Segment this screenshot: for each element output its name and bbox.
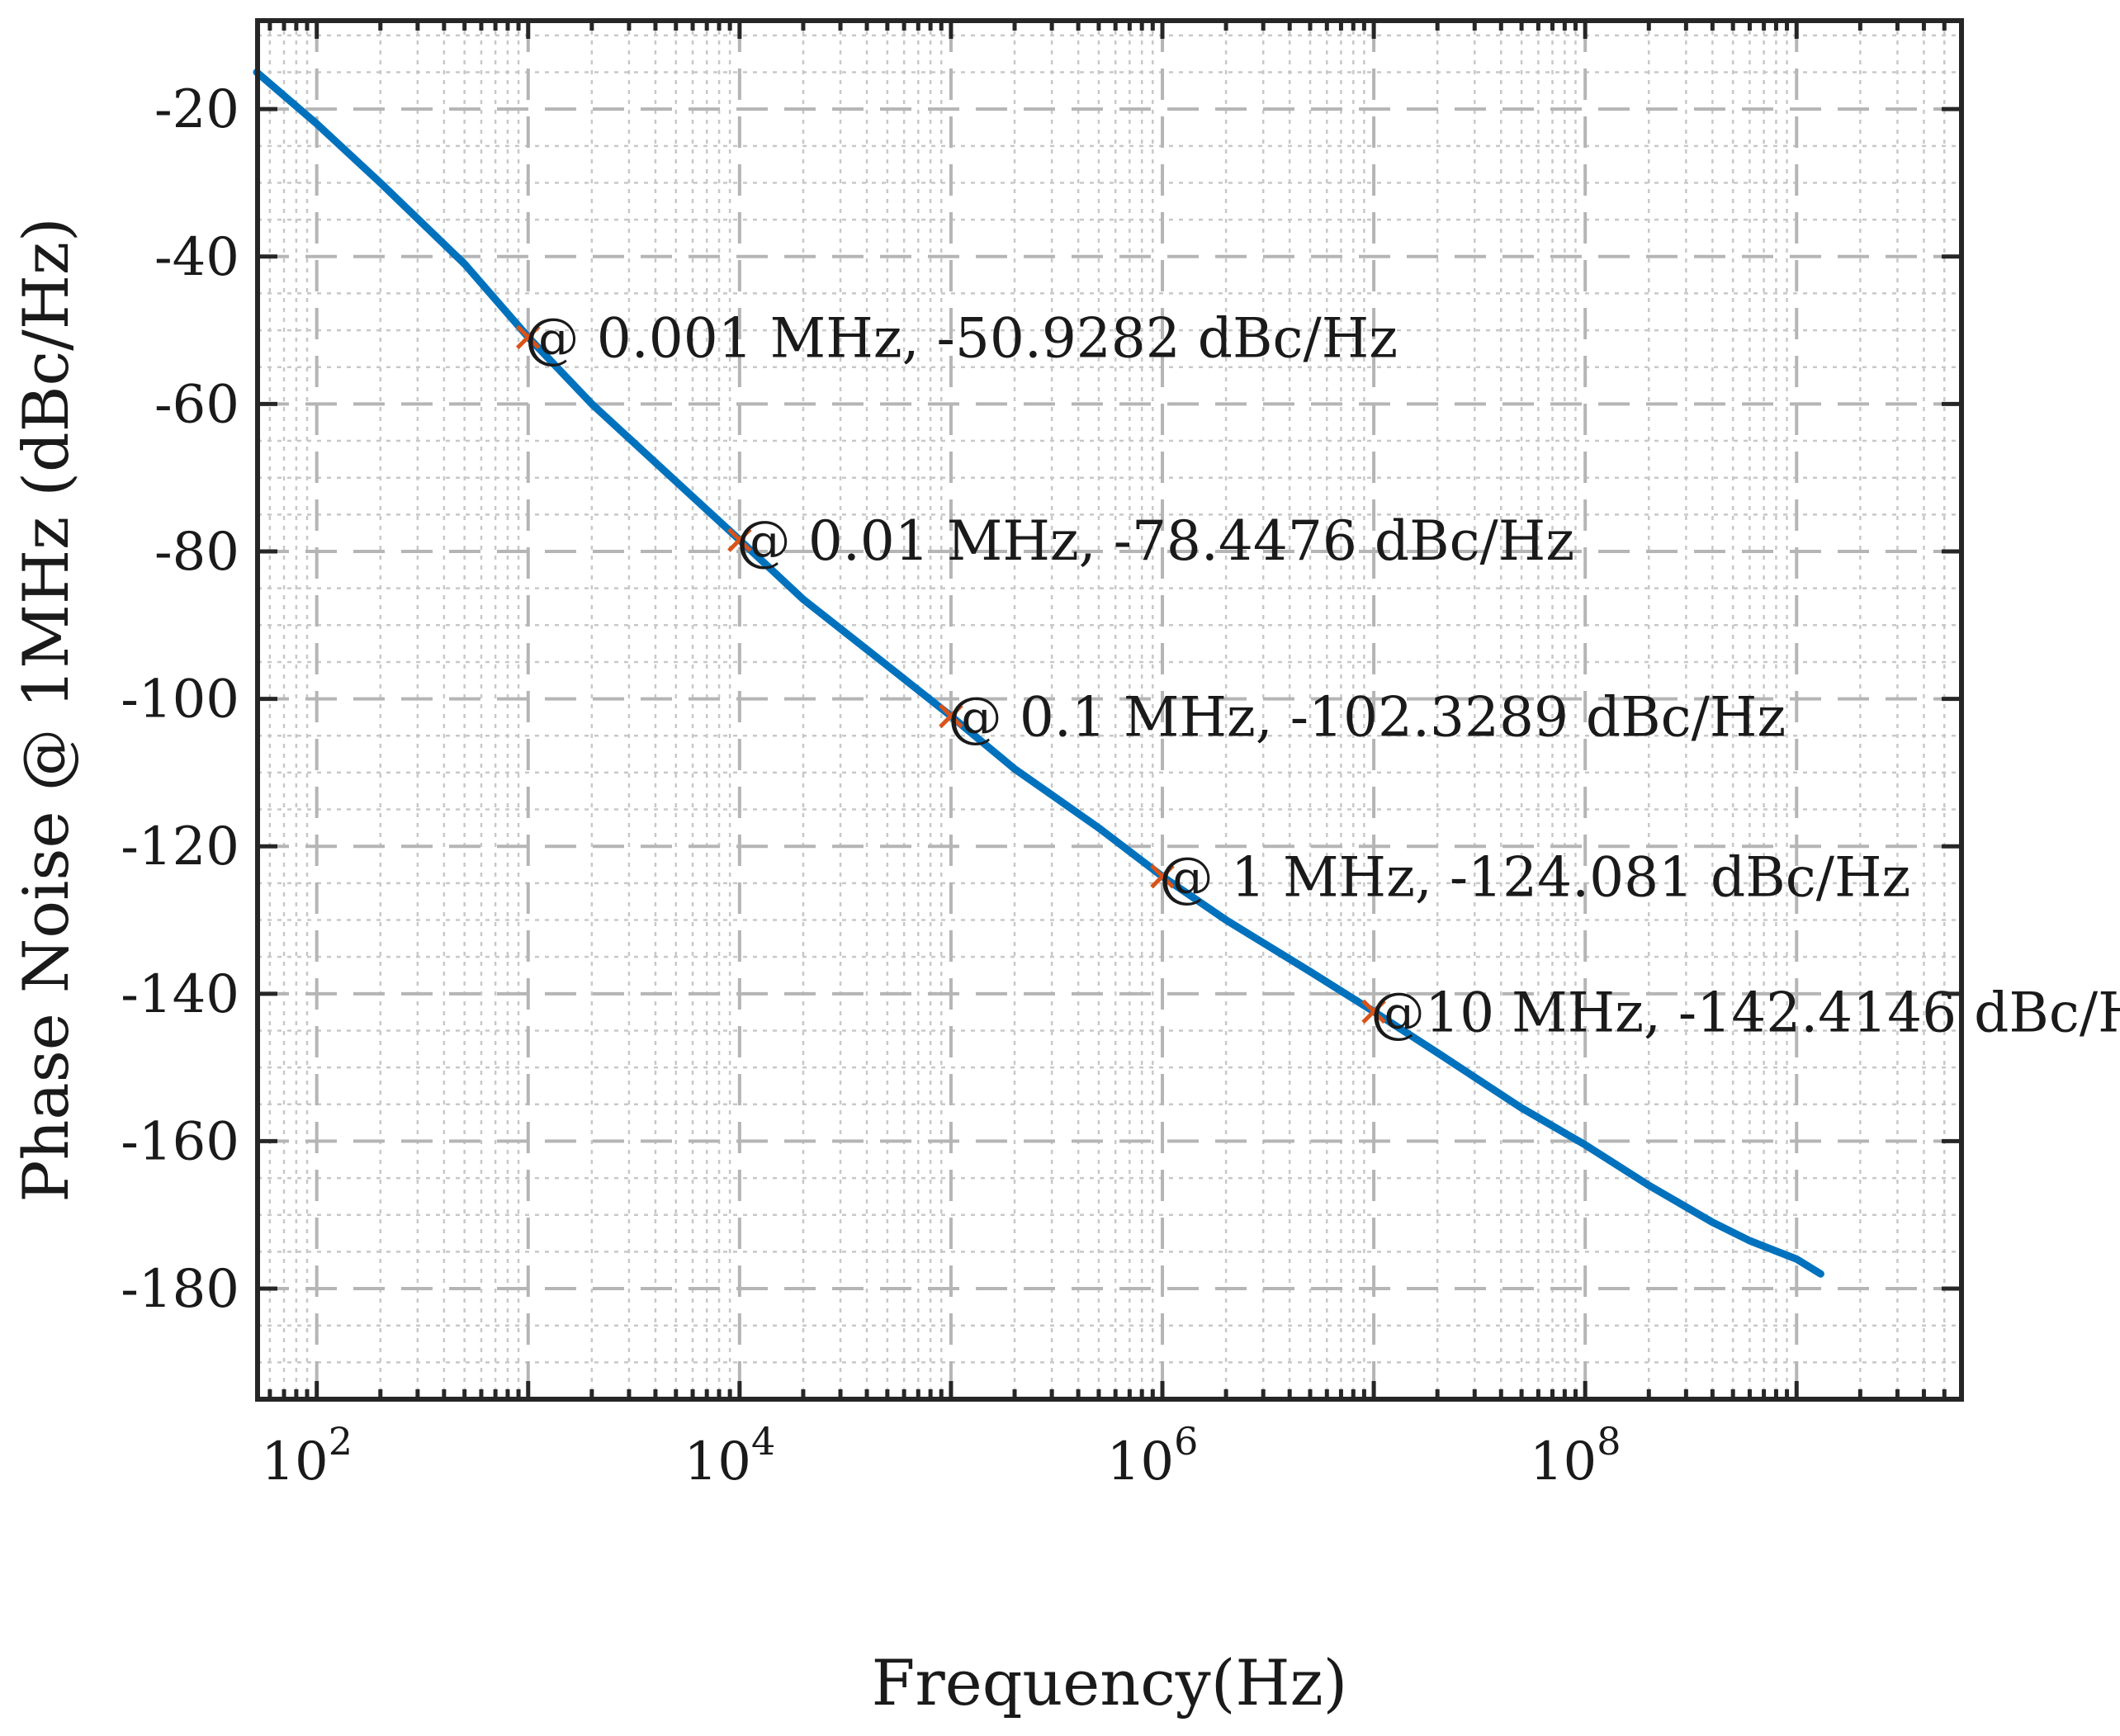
y-tick-label: -180 <box>121 1259 239 1320</box>
x-tick-exponent: 4 <box>751 1419 775 1464</box>
y-tick-label: -100 <box>121 669 239 731</box>
x-tick-exponent: 8 <box>1597 1419 1621 1464</box>
x-tick-label: 108 <box>1530 1419 1621 1492</box>
x-tick-label: 102 <box>261 1419 353 1492</box>
x-tick-exponent: 6 <box>1174 1419 1198 1464</box>
x-tick-label: 106 <box>1107 1419 1199 1492</box>
y-tick-label: -20 <box>154 79 239 140</box>
annotation-layer: @ 0.001 MHz, -50.9282 dBc/Hz @ 0.01 MHz, … <box>525 306 2120 1044</box>
y-axis-label: Phase Noise @ 1MHz (dBc/Hz) <box>9 217 83 1202</box>
y-tick-label: -120 <box>121 816 239 877</box>
datatip-label: @ 1 MHz, -124.081 dBc/Hz <box>1159 846 1910 910</box>
minor-grid <box>258 21 1962 1401</box>
y-tick-labels: -20 -40 -60 -80 -100 -120 -140 -160 -180 <box>121 79 239 1320</box>
data-marker <box>727 527 752 552</box>
x-tick-labels: 102 104 106 108 <box>261 1419 1621 1492</box>
plot-frame <box>255 18 1964 1402</box>
x-axis-label: Frequency(Hz) <box>872 1646 1348 1719</box>
marker-x-stroke <box>727 527 752 552</box>
marker-x-stroke <box>1361 999 1386 1024</box>
x-tick-exponent: 2 <box>329 1419 353 1464</box>
data-marker <box>516 324 541 350</box>
datatip-label: @ 0.01 MHz, -78.4476 dBc/Hz <box>736 509 1574 573</box>
y-tick-label: -60 <box>154 374 239 435</box>
x-tick-label: 104 <box>684 1419 776 1492</box>
datatip-label: @ 0.1 MHz, -102.3289 dBc/Hz <box>948 685 1786 749</box>
y-tick-label: -160 <box>121 1111 239 1172</box>
y-tick-label: -40 <box>154 227 239 288</box>
data-marker <box>939 703 963 729</box>
datatip-label: @ 0.001 MHz, -50.9282 dBc/Hz <box>525 306 1398 370</box>
marker-layer <box>516 324 1386 1024</box>
datatip-label: @10 MHz, -142.4146 dBc/Hz <box>1370 981 2120 1044</box>
marker-x-stroke <box>1150 863 1175 889</box>
y-tick-label: -80 <box>154 522 239 583</box>
data-marker <box>1361 999 1386 1024</box>
marker-x-stroke <box>939 703 963 729</box>
axis-ticks <box>258 21 1964 1399</box>
major-grid <box>258 21 1961 1399</box>
y-tick-label: -140 <box>121 964 239 1025</box>
marker-x-stroke <box>516 324 541 350</box>
data-marker <box>1150 863 1175 889</box>
